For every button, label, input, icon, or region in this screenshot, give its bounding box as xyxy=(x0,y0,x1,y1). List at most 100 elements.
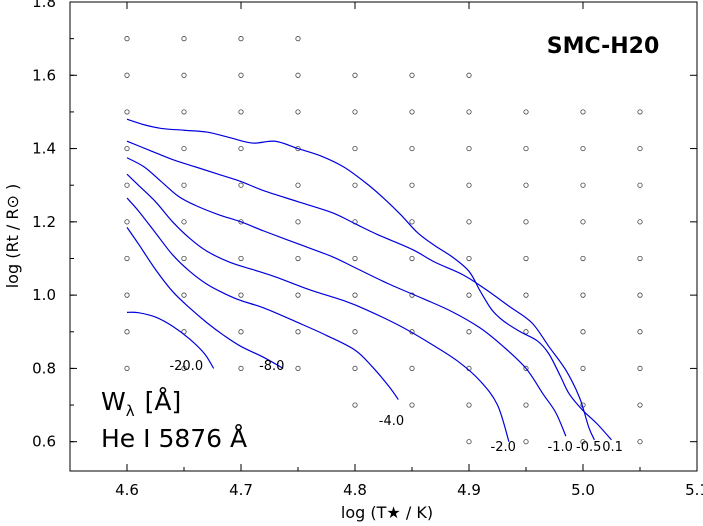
grid-point xyxy=(124,36,130,42)
grid-point xyxy=(181,365,187,372)
grid-point xyxy=(466,402,472,408)
x-axis-title: log (T★ / K) xyxy=(341,503,433,522)
grid-point xyxy=(409,145,415,152)
x-tick-label: 4.8 xyxy=(343,481,367,499)
contour-line xyxy=(126,173,510,442)
grid-point xyxy=(295,145,301,152)
contour-line xyxy=(126,226,284,369)
grid-point xyxy=(523,292,529,298)
grid-point xyxy=(523,109,529,115)
grid-point xyxy=(238,145,244,152)
contour-label: -2.0 xyxy=(491,440,516,455)
grid-point xyxy=(124,219,130,225)
y-tick-label: 0.8 xyxy=(32,359,56,377)
grid-point xyxy=(238,329,244,335)
quantity-unit: [Å] xyxy=(145,387,182,416)
grid-point xyxy=(124,145,130,152)
grid-point xyxy=(295,182,301,188)
grid-point xyxy=(181,292,187,298)
grid-point xyxy=(523,439,529,445)
grid-point xyxy=(409,72,415,78)
grid-point xyxy=(295,255,301,262)
contour-line xyxy=(126,311,215,369)
grid-point xyxy=(238,255,244,262)
grid-point xyxy=(238,182,244,188)
grid-point xyxy=(295,36,301,42)
contour-line xyxy=(126,157,567,437)
y-axis-title: log (Rt / R⊙ ) xyxy=(3,184,22,289)
grid-point xyxy=(637,182,643,188)
grid-point xyxy=(523,402,529,408)
contour-label: -0.5 xyxy=(576,440,601,455)
grid-point xyxy=(409,402,415,408)
grid-point xyxy=(181,72,187,78)
grid-point xyxy=(466,182,472,188)
grid-point xyxy=(352,329,358,335)
x-tick-label: 4.9 xyxy=(457,481,481,499)
grid-point xyxy=(637,145,643,152)
y-axis-ticks: 0.6 0.8 1.0 1.2 1.4 1.6 1.8 xyxy=(32,0,697,451)
grid-point xyxy=(238,365,244,372)
grid-point xyxy=(352,292,358,298)
y-tick-label: 1.8 xyxy=(32,0,56,11)
y-tick-label: 1.6 xyxy=(32,66,56,84)
grid-point xyxy=(181,219,187,225)
grid-point xyxy=(523,255,529,262)
y-tick-label: 1.0 xyxy=(32,286,56,304)
grid-point xyxy=(409,365,415,372)
grid-point xyxy=(523,219,529,225)
x-tick-label: 4.7 xyxy=(229,481,253,499)
grid-point xyxy=(181,182,187,188)
y-tick-label: 1.4 xyxy=(32,140,56,158)
grid-point xyxy=(124,292,130,298)
grid-point xyxy=(523,329,529,335)
grid-point xyxy=(409,109,415,115)
contour-label: -20.0 xyxy=(169,359,203,374)
grid-point xyxy=(352,72,358,78)
grid-point xyxy=(523,145,529,152)
x-tick-label: 4.6 xyxy=(115,481,139,499)
quantity-symbol: W xyxy=(101,387,126,416)
plot-frame xyxy=(69,1,698,472)
grid-point xyxy=(124,255,130,262)
grid-point xyxy=(580,219,586,225)
grid-point xyxy=(466,255,472,262)
grid-point xyxy=(181,255,187,262)
contour-line xyxy=(126,197,399,400)
contour-lines xyxy=(126,118,612,442)
model-grid-points xyxy=(124,36,643,445)
grid-point xyxy=(352,145,358,152)
grid-point xyxy=(295,292,301,298)
x-tick-label: 5.1 xyxy=(685,481,703,499)
grid-point xyxy=(580,365,586,372)
contour-label: 0.1 xyxy=(602,440,623,455)
grid-point xyxy=(580,255,586,262)
y-tick-label: 1.2 xyxy=(32,213,56,231)
grid-point xyxy=(466,109,472,115)
grid-point xyxy=(580,329,586,335)
grid-point xyxy=(295,329,301,335)
grid-point xyxy=(352,402,358,408)
grid-point xyxy=(580,182,586,188)
contour-line xyxy=(126,140,595,441)
grid-point xyxy=(466,439,472,445)
grid-point xyxy=(637,439,643,445)
grid-point xyxy=(580,292,586,298)
grid-point xyxy=(466,329,472,335)
line-label-transition: He I 5876 Å xyxy=(101,424,247,453)
grid-point xyxy=(466,292,472,298)
grid-point xyxy=(295,72,301,78)
grid-point xyxy=(352,109,358,115)
grid-point xyxy=(409,182,415,188)
grid-point xyxy=(637,329,643,335)
grid-point xyxy=(637,109,643,115)
grid-point xyxy=(295,219,301,225)
grid-point xyxy=(238,219,244,225)
contour-labels: -20.0 -8.0 -4.0 -2.0 -1.0 -0.5 0.1 xyxy=(169,359,623,455)
grid-point xyxy=(637,255,643,262)
grid-point xyxy=(409,219,415,225)
grid-point xyxy=(181,109,187,115)
line-label-quantity: Wλ [Å] xyxy=(101,387,181,420)
